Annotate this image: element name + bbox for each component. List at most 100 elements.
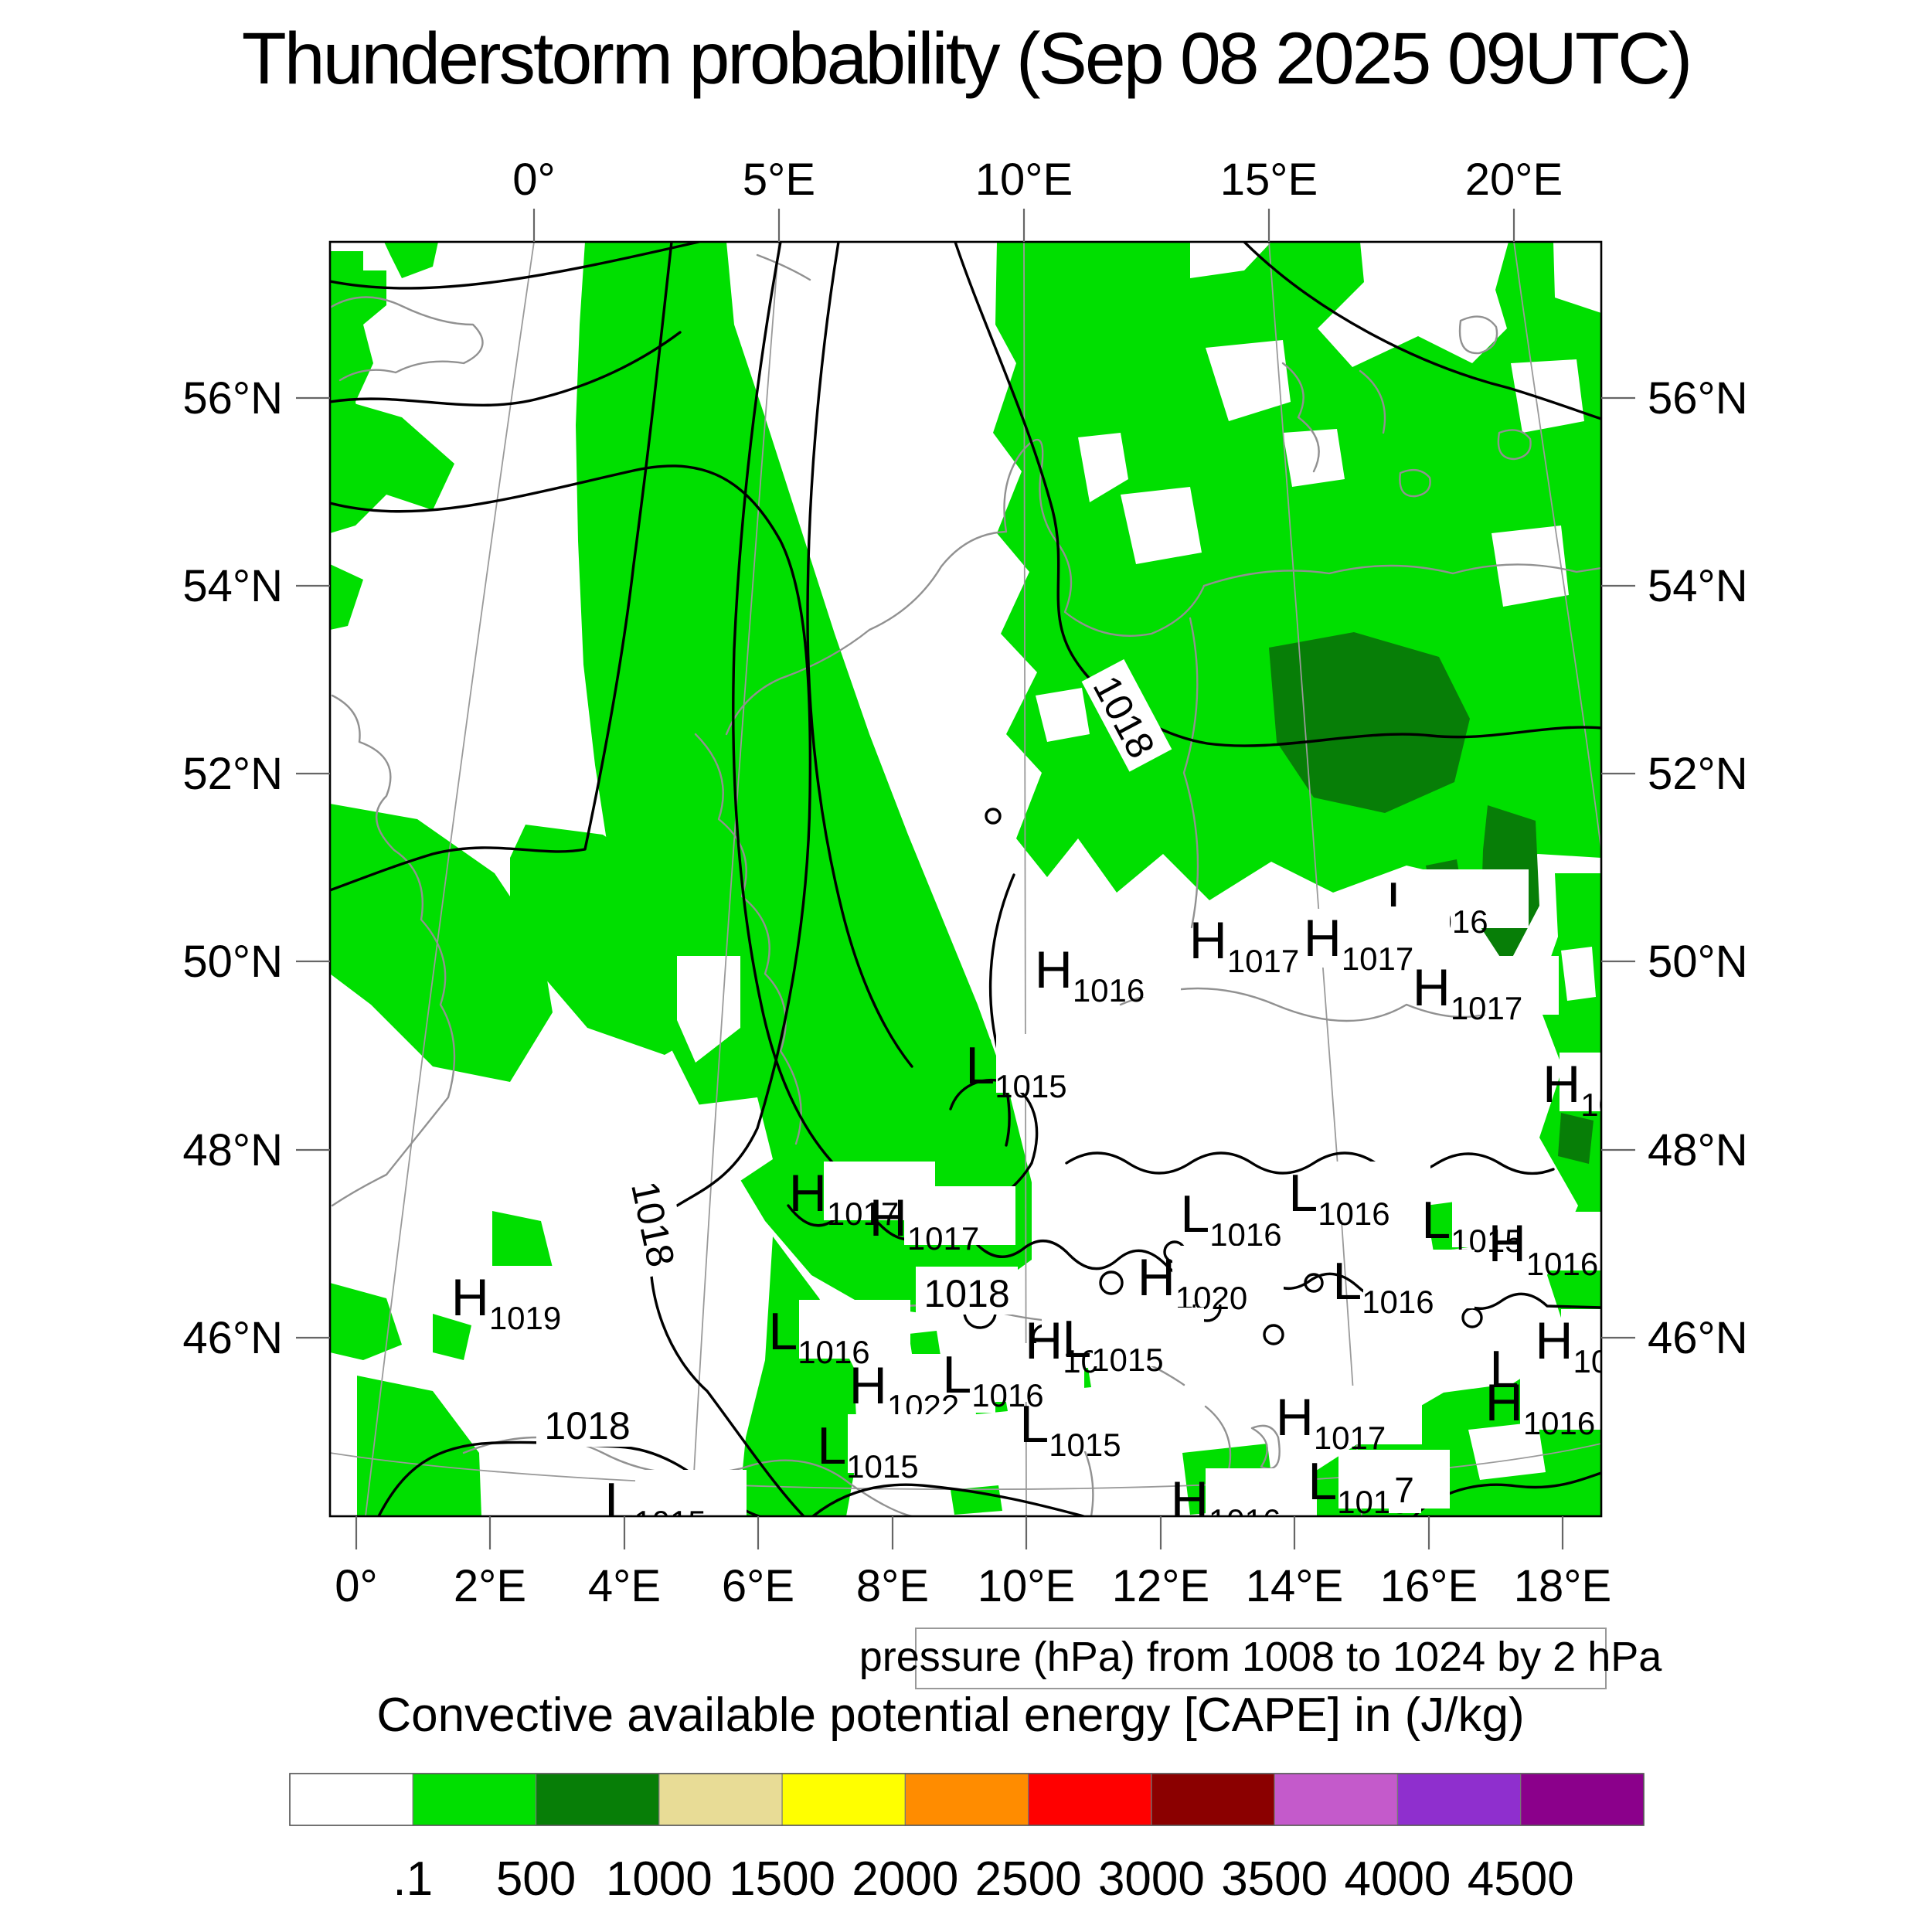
pressure-center-box: [904, 1186, 1015, 1245]
contour-label-box: [1081, 658, 1172, 772]
bottom-axis-label: 2°E: [454, 1561, 526, 1611]
colorbar-cell: [1396, 1773, 1522, 1826]
bottom-axis-label: 10°E: [978, 1561, 1075, 1611]
top-axis-label: 5°E: [743, 155, 815, 205]
pressure-center-text: L1016: [1332, 1252, 1434, 1320]
colorbar-tick-label: 4000: [1344, 1852, 1451, 1906]
pressure-center-text: L1015: [965, 1036, 1066, 1104]
colorbar-tick-label: 2500: [975, 1852, 1082, 1906]
axes: 0° 5°E 10°E 15°E 20°E 0° 2°E 4°E 6°E 8°E 10°E 12°E 1…: [182, 155, 1747, 1611]
pressure-center-box: [1224, 909, 1335, 968]
colorbar-tick-label: .1: [393, 1852, 433, 1906]
pressure-center-text: L1015: [817, 1417, 918, 1485]
pressure-legend: pressure (hPa) from 1008 to 1024 by 2 hP…: [859, 1628, 1663, 1689]
stray-label: 7: [1389, 1470, 1421, 1513]
colorbar-cell: [289, 1773, 413, 1826]
left-axis-label: 48°N: [182, 1125, 283, 1175]
pressure-legend-box: [915, 1628, 1607, 1689]
pressure-center-box: [1211, 1182, 1322, 1241]
colorbar-cell: [781, 1773, 906, 1826]
bottom-axis-label: 14°E: [1246, 1561, 1343, 1611]
right-axis-label: 56°N: [1648, 373, 1748, 423]
pressure-center: H1020: [1138, 1246, 1284, 1316]
right-axis-label: 50°N: [1648, 937, 1748, 987]
pressure-center-box: [1070, 938, 1181, 997]
pressure-center-text: L1015: [1062, 1310, 1163, 1378]
pressure-center-text: H1016: [1171, 1471, 1281, 1539]
stray-labels: 7: [1389, 1470, 1421, 1513]
contour-label-box: [916, 1267, 1018, 1315]
pressure-center: H1017: [869, 1186, 1015, 1257]
colorbar-cell: [1028, 1773, 1152, 1826]
bottom-axis-label: 18°E: [1514, 1561, 1611, 1611]
colorbar-tick-label: 1000: [606, 1852, 713, 1906]
pressure-center-text: H1017: [1276, 1388, 1386, 1456]
pressure-center-text: H1016: [1035, 940, 1145, 1009]
bottom-axis-label: 0°: [335, 1561, 377, 1611]
top-axis-label: 15°E: [1220, 155, 1318, 205]
pressure-center-box: [1523, 1212, 1601, 1270]
left-axis-label: 56°N: [182, 373, 283, 423]
left-axis-label: 46°N: [182, 1313, 283, 1363]
pressure-center: L1015: [817, 1414, 959, 1485]
colorbar-cell: [1274, 1773, 1399, 1826]
pressure-center: H1016: [1171, 1468, 1317, 1539]
top-axis-label: 0°: [512, 155, 555, 205]
pressure-center-box: [1338, 906, 1450, 965]
pressure-center-box: [1520, 1371, 1601, 1430]
pressure-center-text: H1016: [1488, 1214, 1599, 1282]
pressure-center-box: [996, 1034, 1107, 1093]
pressure-center: H1019: [451, 1266, 597, 1336]
pressure-center-box: [1050, 1393, 1162, 1451]
colorbar-cell: [904, 1773, 1029, 1826]
contour-label-box: [621, 1168, 690, 1279]
right-axis-label: 52°N: [1648, 749, 1748, 799]
pressure-center: H10: [1543, 1053, 1601, 1123]
colorbar-cell: [412, 1773, 537, 1826]
contour-label-text: 1018: [923, 1272, 1009, 1315]
pressure-center-text: L1016: [1288, 1164, 1389, 1232]
pressure-center-text: H1017: [1413, 958, 1523, 1026]
colorbar-title: Convective available potential energy [C…: [376, 1689, 1524, 1742]
contour-label-box: [536, 1399, 638, 1447]
pressure-center-box: [1093, 1308, 1204, 1366]
bottom-axis-label: 16°E: [1380, 1561, 1478, 1611]
pressure-center-text: H1017: [789, 1164, 900, 1232]
pressure-center: H1016: [1035, 938, 1181, 1009]
pressure-center-text: L1015: [1019, 1395, 1121, 1463]
pressure-center: H1016: [1485, 1371, 1601, 1441]
contour-label-text: 1018: [544, 1404, 630, 1447]
stray-label-text: 7: [1394, 1470, 1414, 1510]
colorbar-border: [289, 1773, 1645, 1826]
bottom-axis-label: 4°E: [588, 1561, 661, 1611]
contour-label: 1018: [916, 1267, 1018, 1315]
pressure-center-text: H1017: [1304, 909, 1414, 977]
pressure-center-box: [1447, 956, 1559, 1015]
pressure-center-box: [1319, 1162, 1430, 1220]
left-axis-label: 50°N: [182, 937, 283, 987]
pressure-legend-text: pressure (hPa) from 1008 to 1024 by 2 hP…: [859, 1634, 1663, 1680]
pressure-center-text: H1016: [1485, 1373, 1596, 1441]
pressure-center-box: [1172, 1246, 1284, 1304]
colorbar-cell: [658, 1773, 783, 1826]
pressure-center: L1015: [1019, 1393, 1162, 1463]
colorbar-tick-label: 3000: [1098, 1852, 1205, 1906]
pressure-center: H1017: [1276, 1386, 1422, 1456]
pressure-center-text: H1017: [869, 1189, 980, 1257]
pressure-center-text: H101: [1535, 1311, 1627, 1379]
pressure-center-box: [799, 1300, 910, 1359]
top-axis-label: 10°E: [975, 155, 1073, 205]
pressure-center: H1017: [789, 1162, 935, 1232]
bottom-axis-label: 6°E: [722, 1561, 794, 1611]
contour-label: 1018: [536, 1399, 638, 1447]
pressure-center-text: L1016: [942, 1345, 1043, 1413]
pressure-center-box: [1363, 1250, 1475, 1308]
pressure-center: H1017: [1304, 906, 1450, 977]
colorbar-tick-label: 4500: [1468, 1852, 1574, 1906]
left-axis-label: 52°N: [182, 749, 283, 799]
pressure-center-box: [1311, 1386, 1422, 1444]
pressure-center-box: [1560, 1053, 1601, 1111]
